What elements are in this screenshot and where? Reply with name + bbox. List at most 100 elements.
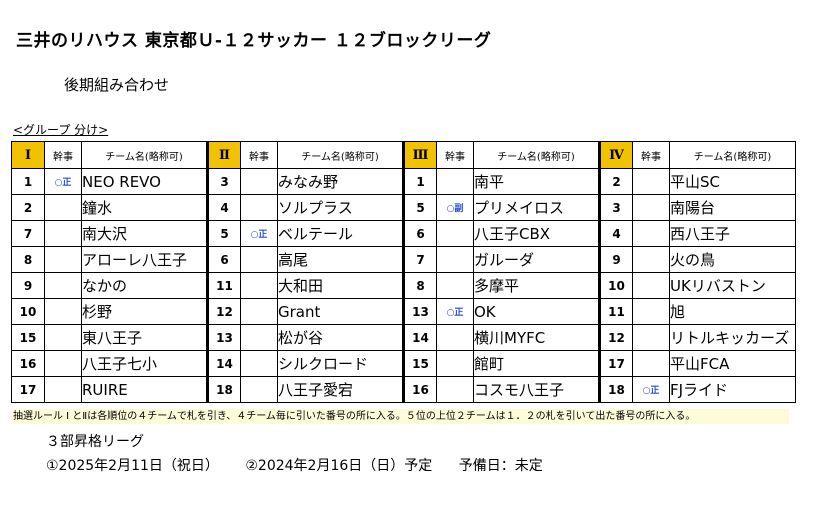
team-name: 平山FCA: [669, 350, 796, 377]
team-name: RUIRE: [81, 376, 209, 403]
team-name: FJライド: [669, 376, 796, 403]
kanji-mark: [44, 350, 82, 377]
table-header-row: Ⅰ 幹事 チーム名(略称可) Ⅱ 幹事 チーム名(略称可) Ⅲ 幹事 チーム名(…: [11, 141, 796, 169]
kanji-mark: ○正: [436, 298, 474, 325]
team-number: 8: [403, 272, 437, 299]
team-name: 八王子愛宕: [277, 376, 405, 403]
team-number: 6: [207, 246, 241, 273]
team-number: 12: [207, 298, 241, 325]
team-number: 15: [403, 350, 437, 377]
kanji-mark: [44, 298, 82, 325]
team-name: 南平: [473, 168, 601, 195]
table-row: 10 杉野 12 Grant 13 ○正 OK 11 旭: [11, 298, 796, 325]
team-number: 11: [599, 298, 633, 325]
team-name: Grant: [277, 298, 405, 325]
kanji-mark: [632, 298, 670, 325]
team-number: 7: [11, 220, 45, 247]
team-name: 八王子七小: [81, 350, 209, 377]
kanji-mark: [436, 272, 474, 299]
team-name: リトルキッカーズ: [669, 324, 796, 351]
kanji-mark: ○正: [632, 376, 670, 403]
draw-rule-note: 抽選ルール Ⅰ とⅡは各順位の４チームで札を引き、４チーム毎に引いた番号の所に入…: [11, 409, 789, 424]
group-4-header: Ⅳ: [599, 141, 633, 169]
kanji-mark: ○副: [436, 194, 474, 221]
kanji-mark: [632, 272, 670, 299]
team-name: コスモ八王子: [473, 376, 601, 403]
team-number: 3: [599, 194, 633, 221]
kanji-mark: [44, 246, 82, 273]
team-number: 2: [11, 194, 45, 221]
group-2-header: Ⅱ: [207, 141, 241, 169]
kanji-mark: [240, 376, 278, 403]
table-row: 8 アローレ八王子 6 高尾 7 ガルーダ 9 火の鳥: [11, 246, 796, 273]
kanji-mark: [240, 194, 278, 221]
team-name: ベルテール: [277, 220, 405, 247]
team-number: 4: [599, 220, 633, 247]
kanji-mark: [240, 246, 278, 273]
kanji-mark: [632, 324, 670, 351]
kanji-mark: [240, 272, 278, 299]
team-header: チーム名(略称可): [669, 141, 796, 169]
kanji-header: 幹事: [632, 141, 670, 169]
team-name: 松が谷: [277, 324, 405, 351]
team-name: 横川MYFC: [473, 324, 601, 351]
team-name: ガルーダ: [473, 246, 601, 273]
team-number: 9: [599, 246, 633, 273]
kanji-mark: [632, 168, 670, 195]
team-number: 16: [403, 376, 437, 403]
kanji-mark: [44, 376, 82, 403]
team-name: 南陽台: [669, 194, 796, 221]
kanji-header: 幹事: [44, 141, 82, 169]
kanji-mark: [632, 194, 670, 221]
team-name: ソルプラス: [277, 194, 405, 221]
team-number: 8: [11, 246, 45, 273]
team-number: 9: [11, 272, 45, 299]
team-number: 1: [403, 168, 437, 195]
kanji-mark: [436, 168, 474, 195]
team-name: 平山SC: [669, 168, 796, 195]
kanji-mark: [44, 272, 82, 299]
kanji-mark: [436, 376, 474, 403]
kanji-mark: [44, 220, 82, 247]
team-name: NEO REVO: [81, 168, 209, 195]
kanji-mark: ○正: [240, 220, 278, 247]
team-name: 八王子CBX: [473, 220, 601, 247]
team-number: 1: [11, 168, 45, 195]
team-number: 13: [207, 324, 241, 351]
team-name: 南大沢: [81, 220, 209, 247]
table-row: 2 鐘水 4 ソルプラス 5 ○副 プリメイロス 3 南陽台: [11, 194, 796, 221]
team-number: 2: [599, 168, 633, 195]
team-name: シルクロード: [277, 350, 405, 377]
kanji-mark: [632, 350, 670, 377]
date-1: ①2025年2月11日（祝日）: [46, 458, 219, 474]
team-number: 18: [599, 376, 633, 403]
kanji-mark: [44, 194, 82, 221]
team-name: 杉野: [81, 298, 209, 325]
kanji-mark: [436, 350, 474, 377]
kanji-mark: [240, 298, 278, 325]
team-name: アローレ八王子: [81, 246, 209, 273]
table-row: 17 RUIRE 18 八王子愛宕 16 コスモ八王子 18 ○正 FJライド: [11, 376, 796, 403]
kanji-mark: [436, 220, 474, 247]
team-name: みなみ野: [277, 168, 405, 195]
table-row: 9 なかの 11 大和田 8 多摩平 10 UKリバストン: [11, 272, 796, 299]
team-name: 大和田: [277, 272, 405, 299]
reserve-date: 予備日：未定: [458, 458, 543, 474]
team-name: UKリバストン: [669, 272, 796, 299]
team-name: OK: [473, 298, 601, 325]
team-number: 12: [599, 324, 633, 351]
team-number: 18: [207, 376, 241, 403]
kanji-mark: ○正: [44, 168, 82, 195]
team-name: 東八王子: [81, 324, 209, 351]
team-name: 館町: [473, 350, 601, 377]
kanji-mark: [240, 168, 278, 195]
kanji-mark: [240, 350, 278, 377]
team-number: 10: [11, 298, 45, 325]
team-name: なかの: [81, 272, 209, 299]
match-dates: ①2025年2月11日（祝日） ②2024年2月16日（日）予定 予備日：未定: [46, 455, 565, 475]
kanji-mark: [240, 324, 278, 351]
group-1-header: Ⅰ: [11, 141, 45, 169]
team-number: 13: [403, 298, 437, 325]
team-header: チーム名(略称可): [473, 141, 601, 169]
league-table: Ⅰ 幹事 チーム名(略称可) Ⅱ 幹事 チーム名(略称可) Ⅲ 幹事 チーム名(…: [11, 141, 796, 403]
